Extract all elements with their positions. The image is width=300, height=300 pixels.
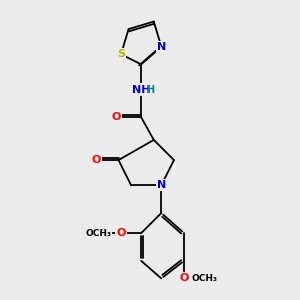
Text: OCH₃: OCH₃ xyxy=(85,229,111,238)
Text: O: O xyxy=(91,155,101,165)
Text: N: N xyxy=(157,180,166,190)
Text: O: O xyxy=(179,274,189,284)
Text: NH: NH xyxy=(132,85,150,94)
Text: O: O xyxy=(116,228,126,238)
Text: O: O xyxy=(111,112,121,122)
Text: S: S xyxy=(117,49,125,59)
Text: OCH₃: OCH₃ xyxy=(191,274,217,283)
Text: H: H xyxy=(146,85,154,94)
Text: N: N xyxy=(157,42,166,52)
